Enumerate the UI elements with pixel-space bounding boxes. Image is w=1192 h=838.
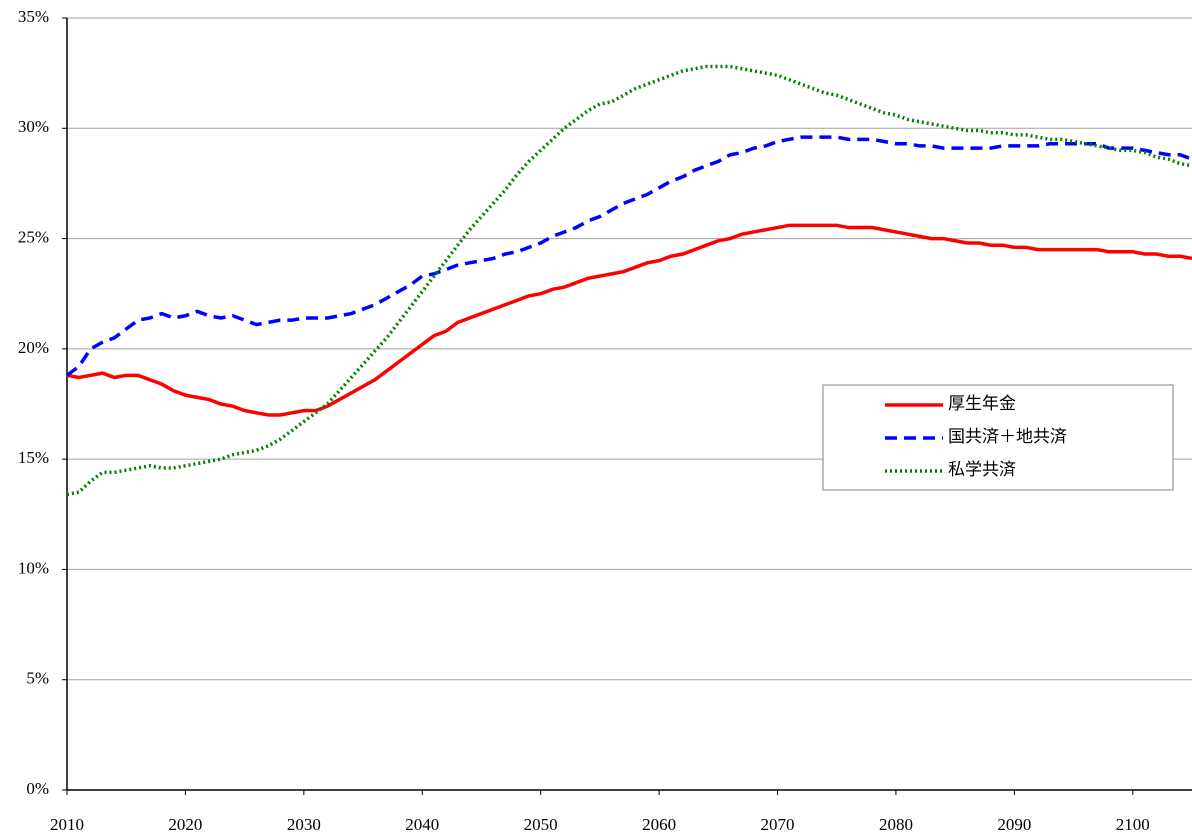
y-tick-label: 15% — [18, 448, 49, 467]
y-tick-label: 5% — [26, 669, 49, 688]
y-tick-label: 20% — [18, 338, 49, 357]
x-tick-label: 2020 — [168, 815, 202, 834]
x-tick-label: 2010 — [50, 815, 84, 834]
x-tick-label: 2050 — [524, 815, 558, 834]
legend-label: 私学共済 — [948, 460, 1016, 479]
legend-box — [822, 384, 1174, 491]
x-tick-label: 2080 — [879, 815, 913, 834]
x-tick-label: 2030 — [287, 815, 321, 834]
y-tick-label: 10% — [18, 558, 49, 577]
y-tick-label: 35% — [18, 7, 49, 26]
x-tick-label: 2090 — [997, 815, 1031, 834]
x-tick-label: 2070 — [761, 815, 795, 834]
legend-label: 厚生年金 — [948, 394, 1016, 413]
y-tick-label: 25% — [18, 227, 49, 246]
x-tick-label: 2100 — [1116, 815, 1150, 834]
y-tick-label: 0% — [26, 779, 49, 798]
series-line — [65, 135, 1192, 377]
series-line — [66, 223, 1192, 417]
x-tick-label: 2040 — [405, 815, 439, 834]
legend-label: 国共済＋地共済 — [948, 427, 1067, 446]
x-tick-label: 2060 — [642, 815, 676, 834]
y-tick-label: 30% — [18, 117, 49, 136]
